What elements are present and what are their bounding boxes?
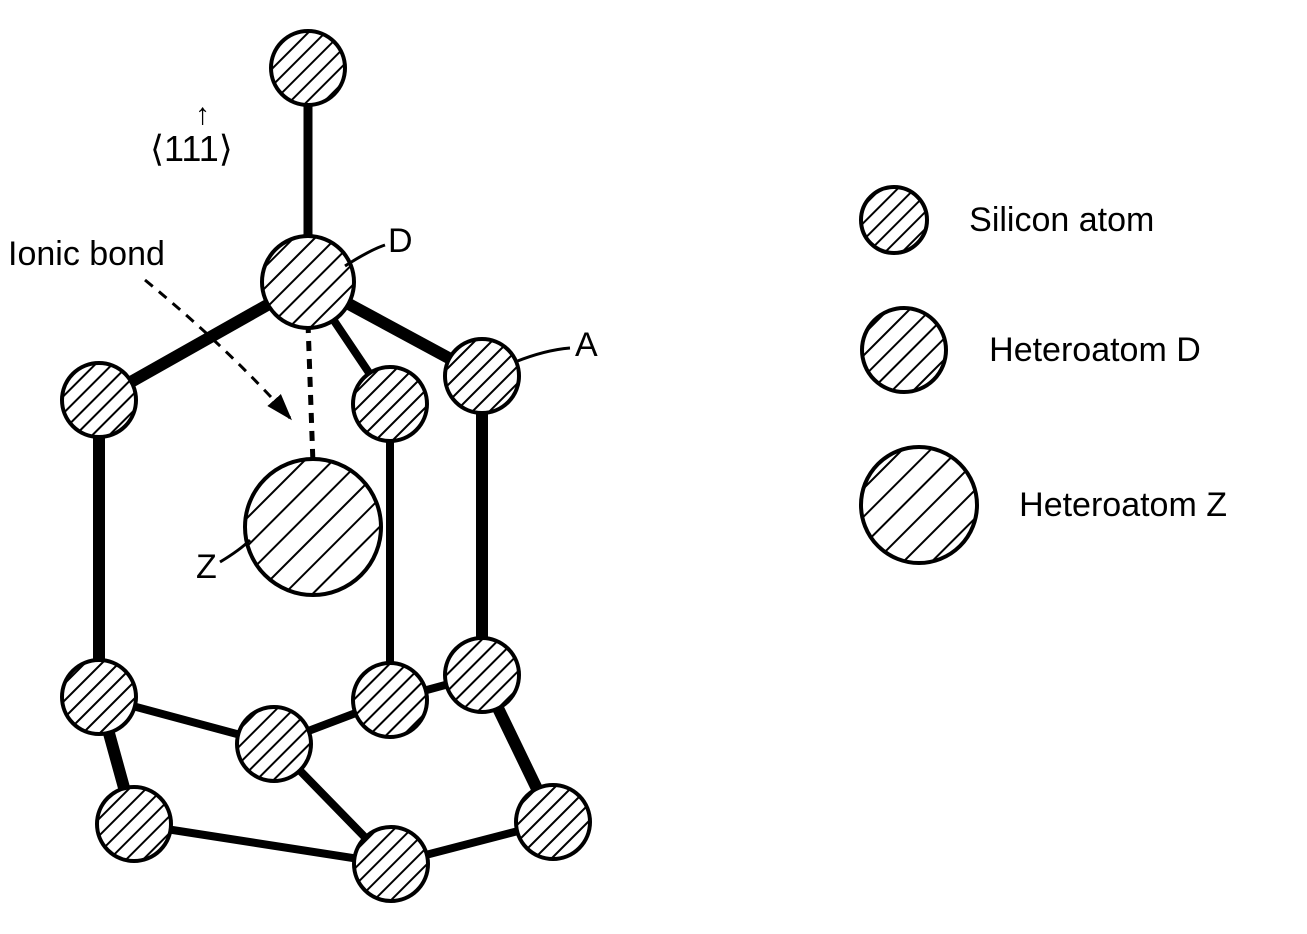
atom-right_lower — [445, 638, 519, 712]
legend-heteroZ-icon — [854, 440, 984, 570]
legend-item-silicon: Silicon atom — [854, 180, 1227, 260]
legend-silicon-label: Silicon atom — [969, 201, 1154, 240]
atom-bottom_center — [354, 827, 428, 901]
atom-Z_center — [245, 459, 381, 595]
a-atom-label: A — [575, 326, 598, 365]
ionic-bond-label: Ionic bond — [8, 235, 165, 274]
atom-bottom_right — [516, 785, 590, 859]
direction-label: ⟨111⟩ — [150, 128, 233, 170]
a-label-leader — [515, 348, 570, 362]
atom-top — [271, 31, 345, 105]
legend: Silicon atom Heteroatom D Heteroatom Z — [854, 180, 1227, 610]
atom-mid_right_upper — [353, 367, 427, 441]
legend-silicon-icon — [854, 180, 934, 260]
atom-mid_lower_center — [237, 707, 311, 781]
direction-arrow: ↑ — [195, 98, 210, 132]
ionic-bond-line — [308, 323, 313, 464]
atoms-group — [62, 31, 590, 901]
atom-D_upper — [262, 236, 354, 328]
z-label-leader — [220, 540, 250, 562]
legend-item-heteroD: Heteroatom D — [854, 300, 1227, 400]
d-label-leader — [345, 245, 385, 266]
atom-left_upper — [62, 363, 136, 437]
legend-heteroZ-label: Heteroatom Z — [1019, 486, 1227, 525]
atom-mid_lower_right — [353, 663, 427, 737]
legend-heteroD-label: Heteroatom D — [989, 331, 1201, 370]
legend-item-heteroZ: Heteroatom Z — [854, 440, 1227, 570]
atom-bottom_left — [97, 787, 171, 861]
d-atom-label: D — [388, 222, 413, 261]
atom-left_lower — [62, 660, 136, 734]
z-atom-label: Z — [196, 548, 217, 587]
atom-A_right_upper — [445, 339, 519, 413]
legend-heteroD-icon — [854, 300, 954, 400]
